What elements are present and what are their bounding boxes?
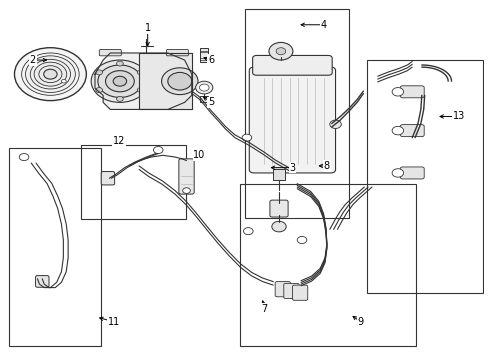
Circle shape — [271, 221, 285, 232]
Circle shape — [116, 96, 123, 101]
FancyBboxPatch shape — [179, 159, 194, 194]
FancyBboxPatch shape — [399, 125, 424, 136]
Text: 9: 9 — [357, 317, 363, 327]
Text: 4: 4 — [320, 20, 326, 30]
FancyBboxPatch shape — [99, 49, 121, 56]
Circle shape — [297, 237, 306, 243]
Circle shape — [19, 154, 29, 161]
FancyBboxPatch shape — [166, 49, 188, 56]
Circle shape — [391, 169, 403, 177]
FancyBboxPatch shape — [269, 200, 287, 217]
Circle shape — [167, 72, 191, 90]
Circle shape — [242, 134, 251, 141]
Bar — [200, 96, 208, 102]
Circle shape — [195, 81, 212, 94]
Circle shape — [61, 80, 66, 83]
Circle shape — [199, 84, 208, 91]
FancyBboxPatch shape — [249, 67, 335, 173]
Circle shape — [98, 65, 142, 98]
Circle shape — [15, 48, 86, 100]
Bar — [273, 169, 285, 180]
Circle shape — [25, 56, 75, 93]
Circle shape — [329, 120, 341, 129]
Circle shape — [137, 70, 143, 75]
Text: 12: 12 — [113, 136, 125, 146]
Polygon shape — [139, 53, 191, 109]
Circle shape — [105, 71, 134, 92]
FancyBboxPatch shape — [275, 282, 290, 297]
FancyBboxPatch shape — [292, 285, 307, 300]
Circle shape — [34, 62, 66, 86]
FancyBboxPatch shape — [399, 86, 424, 98]
Bar — [200, 48, 208, 62]
Circle shape — [96, 87, 102, 93]
Circle shape — [96, 70, 102, 75]
Text: 3: 3 — [289, 163, 295, 173]
Circle shape — [161, 68, 198, 95]
Bar — [81, 145, 185, 219]
FancyBboxPatch shape — [283, 283, 299, 298]
Circle shape — [153, 147, 163, 154]
FancyBboxPatch shape — [36, 276, 49, 287]
Text: 2: 2 — [29, 55, 36, 65]
Circle shape — [268, 42, 292, 60]
Circle shape — [43, 69, 57, 79]
Circle shape — [91, 60, 148, 102]
FancyBboxPatch shape — [101, 171, 114, 185]
Text: 6: 6 — [207, 55, 214, 65]
Text: 1: 1 — [144, 23, 150, 33]
Bar — [245, 9, 348, 218]
Circle shape — [116, 61, 123, 66]
Circle shape — [183, 188, 190, 193]
Circle shape — [137, 87, 143, 93]
Text: 8: 8 — [323, 161, 329, 171]
FancyBboxPatch shape — [252, 55, 331, 75]
Text: 5: 5 — [207, 98, 214, 107]
Bar — [366, 60, 482, 293]
Bar — [9, 148, 101, 346]
Text: 11: 11 — [108, 317, 120, 327]
Text: 10: 10 — [193, 150, 205, 160]
Circle shape — [276, 48, 285, 55]
Polygon shape — [95, 53, 191, 109]
Text: 7: 7 — [261, 304, 267, 314]
Circle shape — [391, 126, 403, 135]
Circle shape — [243, 228, 253, 235]
Circle shape — [113, 76, 126, 86]
FancyBboxPatch shape — [399, 167, 424, 179]
Text: 13: 13 — [452, 112, 465, 121]
Circle shape — [391, 87, 403, 96]
Bar — [239, 184, 415, 346]
